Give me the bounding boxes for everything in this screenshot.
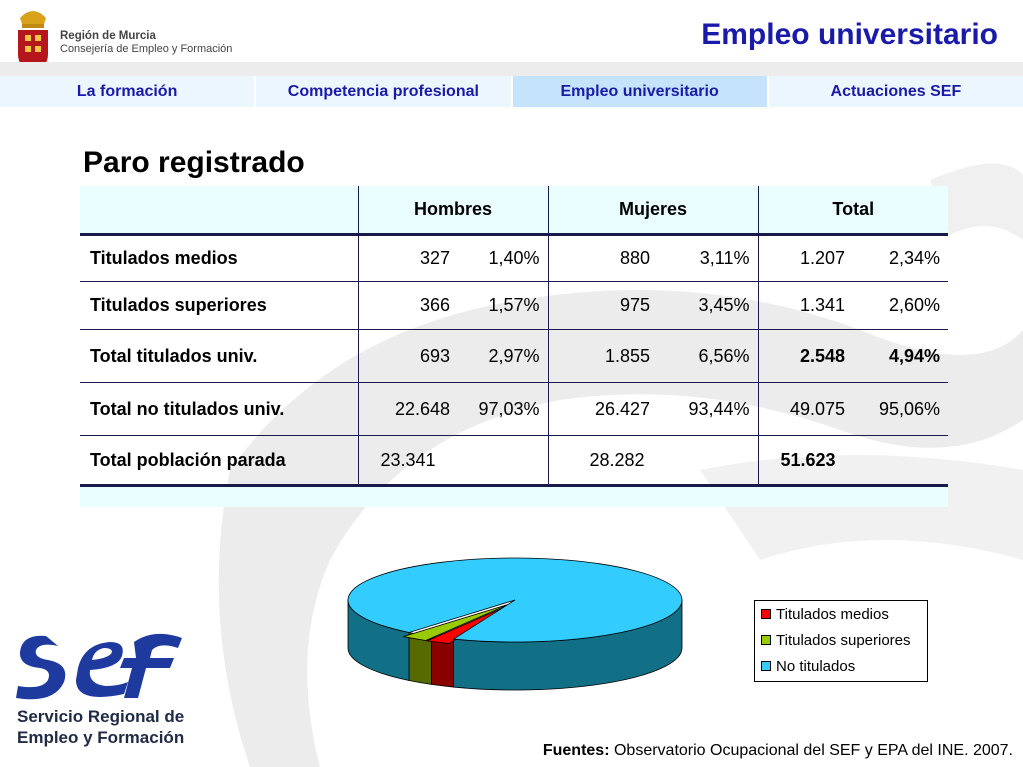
total-count: 2.548 xyxy=(757,329,853,383)
hombres-count: 23.341 xyxy=(357,435,548,487)
total-percent: 4,94% xyxy=(853,329,949,383)
table-row: Total no titulados univ. 22.648 97,03% 2… xyxy=(80,382,949,436)
sef-logo-text: Servicio Regional de Empleo y Formación xyxy=(17,706,184,748)
coat-of-arms-icon xyxy=(18,11,48,72)
total-count: 1.207 xyxy=(757,234,853,282)
table-row: Total población parada 23.341 28.282 51.… xyxy=(80,435,949,487)
tab-empleo-universitario[interactable]: Empleo universitario xyxy=(512,76,769,107)
section-title: Paro registrado xyxy=(83,146,305,179)
legend-label: Titulados medios xyxy=(776,605,889,623)
legend-swatch xyxy=(761,635,771,645)
org-department: Consejería de Empleo y Formación xyxy=(60,43,233,55)
sources-note: Fuentes: Observatorio Ocupacional del SE… xyxy=(543,742,1013,760)
total-count: 51.623 xyxy=(757,435,949,487)
legend-swatch xyxy=(761,661,771,671)
pie-slice xyxy=(403,603,510,641)
org-name: Región de Murcia xyxy=(60,30,156,42)
sources-text: Observatorio Ocupacional del SEF y EPA d… xyxy=(613,742,1013,759)
title-divider xyxy=(0,62,1023,76)
pie-slice xyxy=(425,604,511,644)
total-count: 49.075 xyxy=(757,382,853,436)
total-percent: 2,60% xyxy=(853,281,949,330)
table-row: Titulados superiores 366 1,57% 975 3,45%… xyxy=(80,281,949,330)
chart-legend: Titulados medios Titulados superiores No… xyxy=(754,600,928,682)
sef-line1: Servicio Regional de xyxy=(17,707,185,726)
table-row: Total titulados univ. 693 2,97% 1.855 6,… xyxy=(80,329,949,383)
mujeres-percent: 93,44% xyxy=(658,382,758,436)
tab-competencia-profesional[interactable]: Competencia profesional xyxy=(256,76,513,107)
hombres-percent: 2,97% xyxy=(458,329,548,383)
region-logo: Región de Murcia Consejería de Empleo y … xyxy=(14,4,232,74)
tab-la-formacion[interactable]: La formación xyxy=(0,76,257,107)
page-title: Empleo universitario xyxy=(701,18,998,51)
row-label: Total población parada xyxy=(80,435,358,487)
legend-item: Titulados superiores xyxy=(755,627,927,653)
table-footer-band xyxy=(80,487,948,507)
legend-swatch xyxy=(761,609,771,619)
mujeres-count: 880 xyxy=(547,234,658,282)
table-row: Titulados medios 327 1,40% 880 3,11% 1.2… xyxy=(80,234,949,282)
mujeres-percent: 3,45% xyxy=(658,281,758,330)
sef-logo-icon xyxy=(16,633,182,700)
hombres-count: 693 xyxy=(357,329,458,383)
row-label: Total titulados univ. xyxy=(80,329,358,383)
legend-label: Titulados superiores xyxy=(776,631,911,649)
header-empty xyxy=(80,186,358,236)
tab-actuaciones-sef[interactable]: Actuaciones SEF xyxy=(768,76,1023,107)
sources-label: Fuentes: xyxy=(542,742,610,759)
total-count: 1.341 xyxy=(757,281,853,330)
hombres-percent: 1,40% xyxy=(458,234,548,282)
hombres-percent: 97,03% xyxy=(458,382,548,436)
mujeres-percent: 3,11% xyxy=(658,234,758,282)
header-mujeres: Mujeres xyxy=(547,186,758,236)
sef-line2: Empleo y Formación xyxy=(17,728,185,747)
row-label: Total no titulados univ. xyxy=(80,382,358,436)
header-total: Total xyxy=(757,186,949,236)
hombres-count: 22.648 xyxy=(357,382,458,436)
paro-table: Hombres Mujeres Total Titulados medios 3… xyxy=(80,186,949,507)
mujeres-count: 28.282 xyxy=(547,435,758,487)
hombres-percent: 1,57% xyxy=(458,281,548,330)
row-label: Titulados superiores xyxy=(80,281,358,330)
row-label: Titulados medios xyxy=(80,234,358,282)
pie-slice-side xyxy=(431,635,454,688)
hombres-count: 366 xyxy=(357,281,458,330)
hombres-count: 327 xyxy=(357,234,458,282)
pie-slice xyxy=(347,557,683,643)
header-hombres: Hombres xyxy=(357,186,548,236)
total-percent: 95,06% xyxy=(853,382,949,436)
mujeres-count: 975 xyxy=(547,281,658,330)
mujeres-percent: 6,56% xyxy=(658,329,758,383)
legend-label: No titulados xyxy=(776,657,856,675)
legend-item: Titulados medios xyxy=(755,601,927,627)
legend-item: No titulados xyxy=(755,653,927,679)
total-percent: 2,34% xyxy=(853,234,949,282)
main-nav: La formación Competencia profesional Emp… xyxy=(0,76,1023,107)
pie-chart xyxy=(347,557,683,691)
mujeres-count: 26.427 xyxy=(547,382,658,436)
mujeres-count: 1.855 xyxy=(547,329,658,383)
